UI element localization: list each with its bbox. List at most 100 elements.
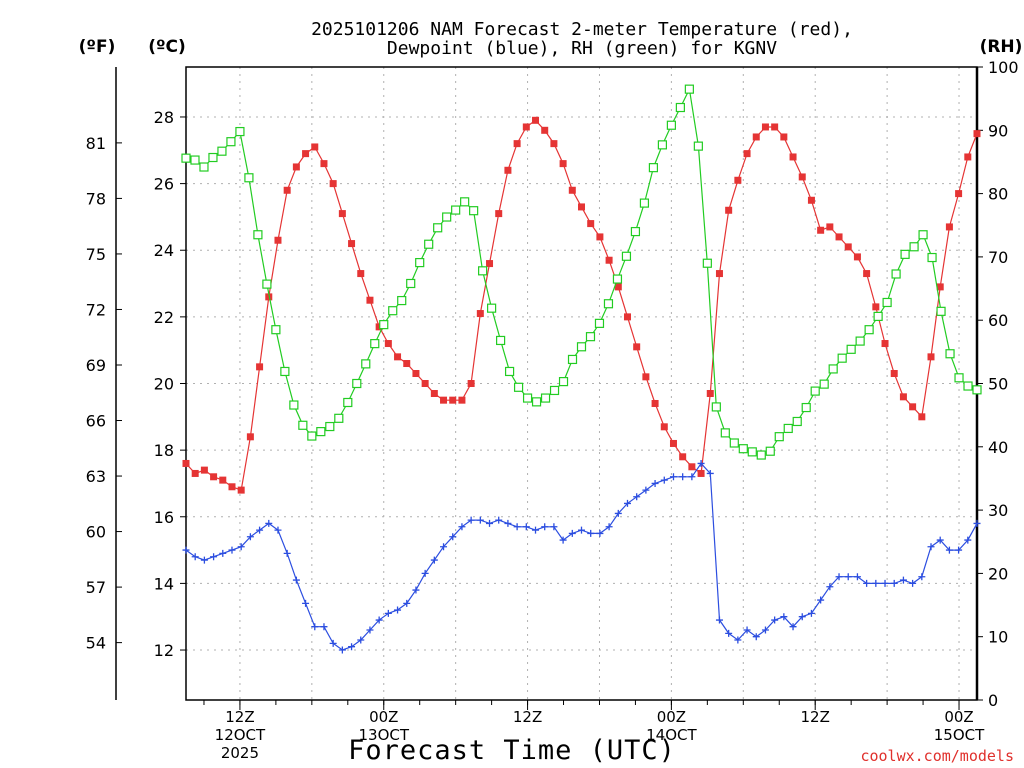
series-temperature <box>182 116 981 494</box>
temperature-point <box>246 433 254 441</box>
temperature-point <box>357 270 365 278</box>
rh-point <box>262 279 272 289</box>
fahrenheit-tick-label: 72 <box>86 300 106 319</box>
time-tick-label: 2025 <box>221 744 259 762</box>
temperature-point <box>734 176 742 184</box>
temperature-line <box>185 119 978 491</box>
temperature-point <box>725 206 733 214</box>
temperature-point <box>559 160 567 168</box>
temperature-point <box>688 463 696 471</box>
rh-point <box>918 230 928 240</box>
dewpoint-point <box>651 479 659 487</box>
temperature-point <box>899 393 907 401</box>
rh-tick-label: 90 <box>988 121 1008 140</box>
dewpoint-point <box>899 576 907 584</box>
dewpoint-point <box>771 616 779 624</box>
rh-point <box>235 126 245 137</box>
temperature-point <box>752 133 760 141</box>
rh-point <box>576 342 587 352</box>
dewpoint-point <box>338 646 346 654</box>
rh-point <box>567 354 578 365</box>
celsius-unit-label: (ºC) <box>148 37 186 57</box>
rh-point <box>603 299 614 309</box>
x-axis-label: Forecast Time (UTC) <box>348 735 676 766</box>
temperature-point <box>651 399 659 407</box>
dewpoint-point <box>421 569 429 577</box>
rh-point <box>945 349 955 359</box>
rh-point <box>531 397 542 407</box>
dewpoint-point <box>513 523 521 531</box>
rh-point <box>765 446 775 456</box>
rh-point <box>747 447 757 457</box>
fahrenheit-tick-label: 69 <box>86 356 106 375</box>
rh-point <box>720 428 730 438</box>
rh-point <box>549 385 560 396</box>
dewpoint-point <box>623 499 631 507</box>
rh-point <box>882 297 892 308</box>
temperature-point <box>430 389 438 397</box>
fahrenheit-tick-label: 78 <box>86 189 106 208</box>
rh-point <box>181 153 191 163</box>
temperature-point <box>210 473 218 481</box>
dewpoint-line <box>185 462 978 651</box>
temperature-point <box>605 256 613 264</box>
dewpoint-point <box>633 493 641 501</box>
dewpoint-point <box>440 543 448 551</box>
temperature-point <box>596 233 604 241</box>
rh-point <box>316 427 326 437</box>
rh-point <box>693 141 703 151</box>
dewpoint-point <box>605 523 613 531</box>
time-tick-label: 00Z <box>657 708 686 726</box>
dewpoint-point <box>320 623 328 631</box>
rh-point <box>846 344 856 354</box>
rh-point <box>864 325 874 335</box>
rh-point <box>837 353 847 363</box>
temperature-point <box>200 466 208 474</box>
rh-point <box>540 393 551 403</box>
time-tick-label: 00Z <box>369 708 398 726</box>
dewpoint-point <box>191 553 199 561</box>
temperature-point <box>706 389 714 397</box>
rh-point <box>828 364 838 374</box>
dewpoint-point <box>780 613 788 621</box>
celsius-tick-label: 24 <box>154 241 174 260</box>
rh-tick-label: 50 <box>988 375 1008 394</box>
dewpoint-point <box>918 573 926 581</box>
rh-point <box>738 444 748 454</box>
temperature-point <box>541 126 549 134</box>
celsius-tick-label: 12 <box>154 641 174 660</box>
dewpoint-point <box>200 556 208 564</box>
rh-point <box>460 197 470 207</box>
dewpoint-point <box>578 526 585 534</box>
rh-point <box>792 416 802 427</box>
rh-point <box>433 223 443 233</box>
temperature-point <box>844 243 852 251</box>
dewpoint-point <box>955 546 963 554</box>
rh-point <box>289 400 299 410</box>
rh-unit-label: (RH) <box>980 37 1023 57</box>
dewpoint-point <box>522 523 530 531</box>
rh-point <box>756 450 766 460</box>
dewpoint-point <box>403 599 411 607</box>
temperature-point <box>587 220 595 228</box>
rh-point <box>855 336 865 346</box>
rh-tick-label: 30 <box>988 501 1008 520</box>
dewpoint-point <box>743 626 751 634</box>
rh-point <box>253 230 263 240</box>
rh-point <box>936 306 946 316</box>
dewpoint-point <box>909 579 917 587</box>
temperature-point <box>964 153 972 161</box>
dewpoint-point <box>228 546 236 554</box>
grid-lines <box>186 67 977 700</box>
celsius-tick-label: 14 <box>154 574 174 593</box>
temperature-point <box>228 483 236 491</box>
rh-point <box>711 402 721 412</box>
dewpoint-point <box>348 643 356 651</box>
dewpoint-point <box>467 516 475 524</box>
dewpoint-point <box>817 596 825 604</box>
rh-point <box>585 332 596 342</box>
temperature-point <box>550 140 558 148</box>
series <box>181 84 982 654</box>
temperature-point <box>274 236 282 244</box>
